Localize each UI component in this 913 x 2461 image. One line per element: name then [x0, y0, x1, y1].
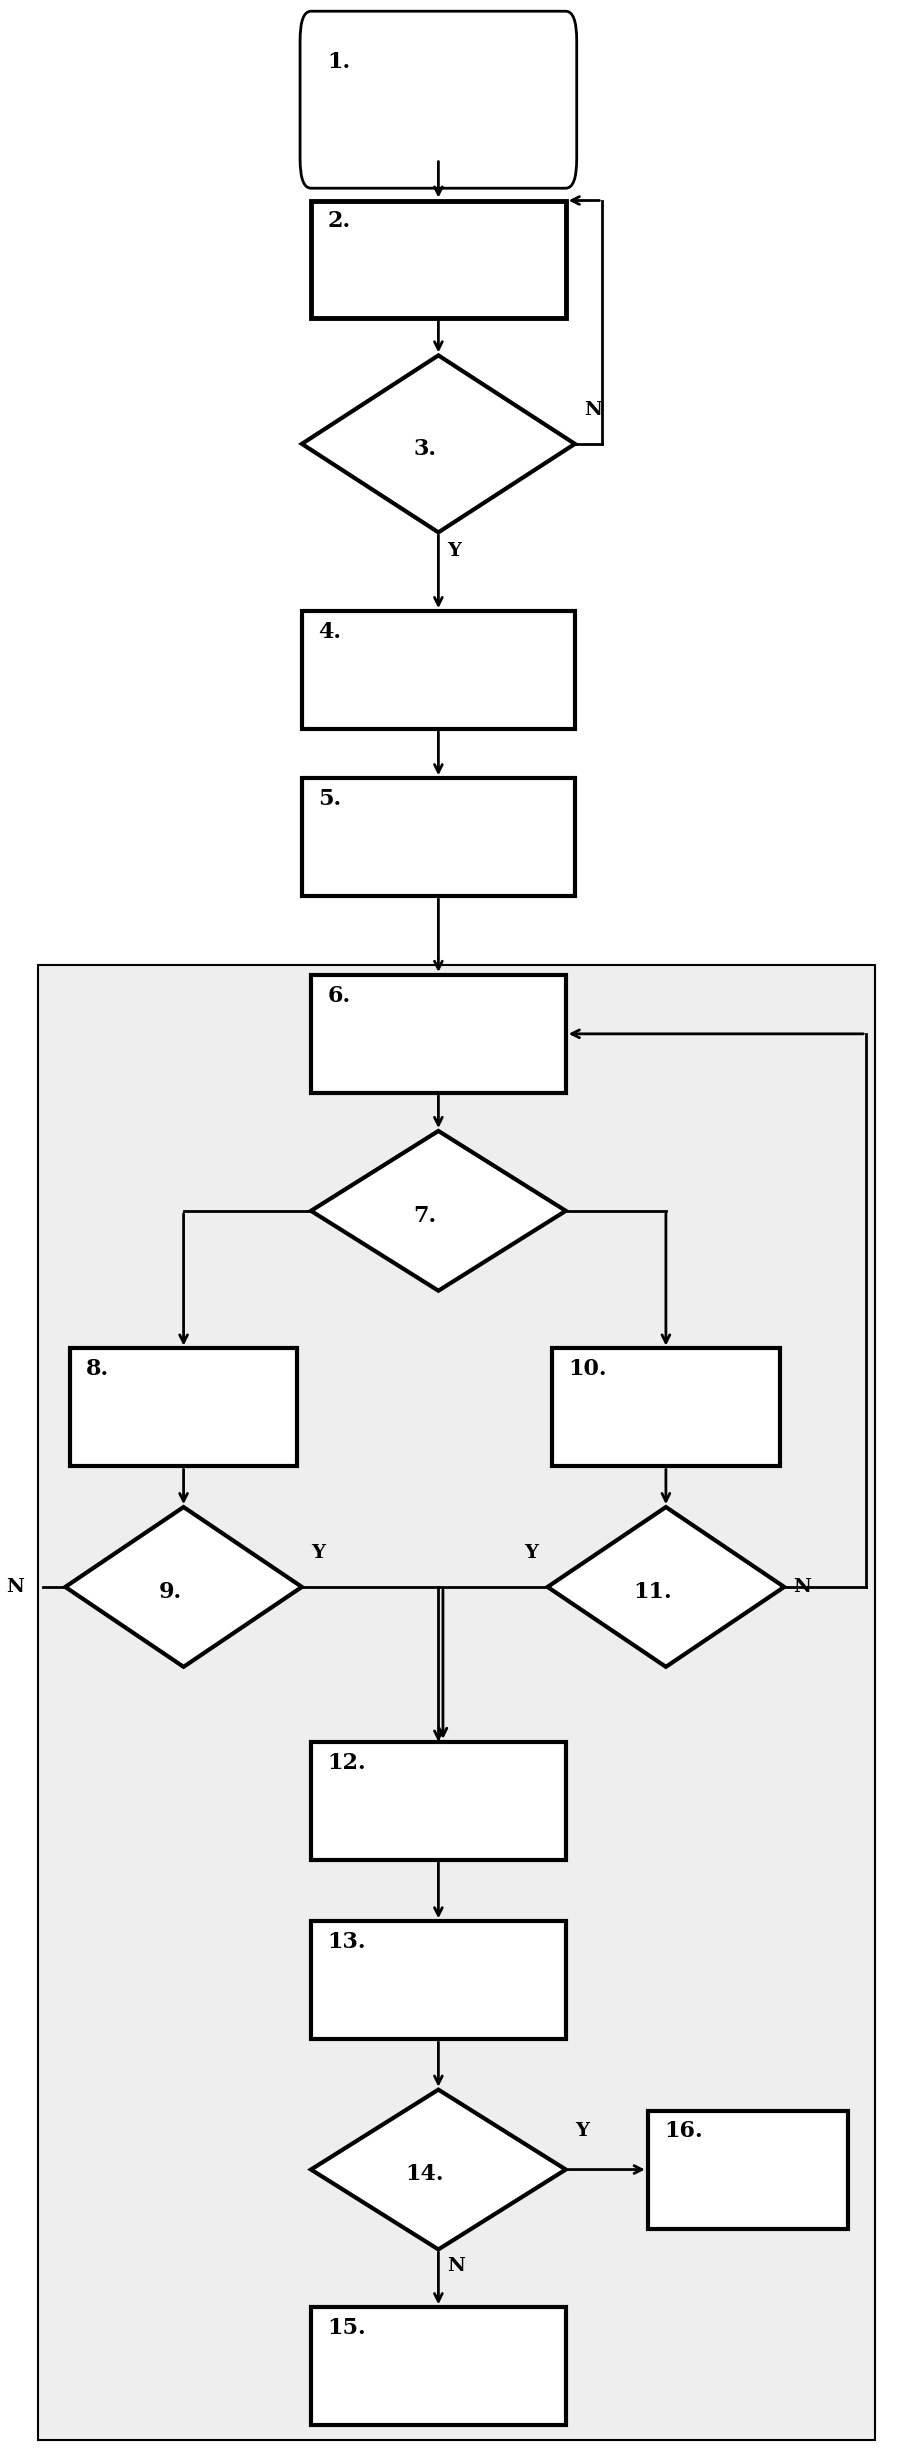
Bar — [302, 778, 575, 896]
Polygon shape — [548, 1506, 784, 1666]
Text: N: N — [793, 1578, 811, 1595]
Text: 4.: 4. — [319, 620, 341, 642]
Text: 3.: 3. — [414, 438, 436, 460]
Polygon shape — [311, 2089, 566, 2249]
Text: N: N — [6, 1578, 25, 1595]
Bar — [311, 975, 566, 1093]
Bar — [311, 2308, 566, 2424]
Bar — [311, 1922, 566, 2040]
Bar — [302, 610, 575, 728]
Bar — [311, 1742, 566, 1861]
Text: 15.: 15. — [328, 2318, 366, 2338]
Text: Y: Y — [447, 541, 461, 561]
Text: 10.: 10. — [569, 1358, 607, 1381]
Text: 14.: 14. — [405, 2163, 444, 2185]
Text: 6.: 6. — [328, 984, 351, 1007]
Text: 9.: 9. — [158, 1580, 182, 1602]
Bar — [38, 965, 876, 2439]
Bar — [69, 1349, 298, 1467]
Text: 5.: 5. — [319, 788, 341, 810]
Text: 2.: 2. — [328, 209, 351, 231]
Polygon shape — [65, 1506, 302, 1666]
Text: Y: Y — [575, 2121, 589, 2141]
Text: 16.: 16. — [664, 2121, 703, 2144]
Text: 11.: 11. — [633, 1580, 672, 1602]
Text: 1.: 1. — [328, 52, 351, 71]
Text: N: N — [447, 2257, 466, 2274]
Text: Y: Y — [311, 1546, 325, 1563]
Bar — [552, 1349, 780, 1467]
Polygon shape — [311, 1132, 566, 1290]
Bar — [311, 199, 566, 317]
Polygon shape — [302, 354, 575, 532]
Text: 12.: 12. — [328, 1752, 366, 1774]
Text: 7.: 7. — [414, 1206, 436, 1226]
Text: Y: Y — [524, 1546, 539, 1563]
Text: N: N — [584, 401, 602, 418]
Text: 13.: 13. — [328, 1932, 366, 1954]
Bar — [647, 2112, 848, 2230]
FancyBboxPatch shape — [300, 12, 577, 187]
Text: 8.: 8. — [86, 1358, 110, 1381]
